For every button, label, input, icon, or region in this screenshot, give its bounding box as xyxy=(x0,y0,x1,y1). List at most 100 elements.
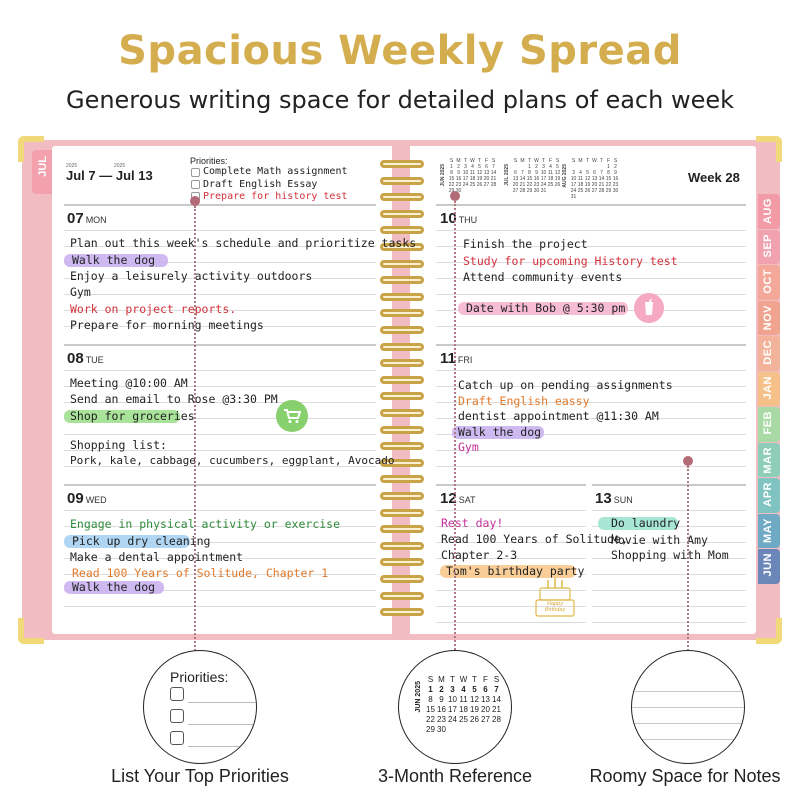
month-tab[interactable]: JAN xyxy=(758,371,780,406)
zoom-calendar-day: M xyxy=(438,675,445,684)
planner-entry: Finish the project xyxy=(463,237,588,251)
month-tab[interactable]: FEB xyxy=(758,407,780,442)
ruled-line xyxy=(436,278,746,279)
month-tab-label: SEP xyxy=(762,233,774,258)
mini-calendar-day: 7 xyxy=(492,164,495,170)
zoom-calendar-day: 26 xyxy=(470,715,479,724)
zoom-calendar-day: 28 xyxy=(492,715,501,724)
mini-calendar-day: 29 xyxy=(605,188,612,194)
day-number: 12 xyxy=(440,490,457,507)
ruled-line xyxy=(64,542,376,543)
mini-calendar-day: 16 xyxy=(533,176,540,182)
month-tab-jul[interactable]: JUL xyxy=(32,150,54,194)
zoom-calendar-day: 6 xyxy=(483,685,488,694)
planner-entry: Do laundry xyxy=(611,516,681,530)
day-of-week: WED xyxy=(85,495,107,505)
zoom-calendar-day: 23 xyxy=(437,715,446,724)
month-tab[interactable]: SEP xyxy=(758,229,780,264)
zoom-calendar-day: 5 xyxy=(472,685,477,694)
mini-calendar-day: 4 xyxy=(549,164,552,170)
ruled-line xyxy=(436,590,586,591)
zoom-calendar-day xyxy=(458,725,469,735)
ruled-line xyxy=(64,386,376,387)
month-tab-label: OCT xyxy=(762,269,774,294)
spiral-ring xyxy=(380,608,424,617)
mini-calendar-day: 24 xyxy=(462,182,469,188)
mini-calendar-day: 26 xyxy=(554,182,561,188)
planner-entry: Walk the dog xyxy=(458,425,542,439)
corner-protector xyxy=(756,618,782,644)
ruled-line xyxy=(436,510,586,511)
day-number: 09 xyxy=(67,490,84,507)
day-header: 07 MON xyxy=(67,210,107,228)
month-tabs: AUG SEP OCT NOV DEC JAN FEB MAR APR MAY … xyxy=(758,194,780,585)
mini-calendar-day: 19 xyxy=(584,182,591,188)
day-number: 10 xyxy=(440,210,457,227)
ruled-line xyxy=(436,450,746,451)
month-tab[interactable]: MAY xyxy=(758,513,780,548)
month-tab[interactable]: OCT xyxy=(758,265,780,300)
zoom-calendar-day: 4 xyxy=(461,685,466,694)
mini-calendar-day: 20 xyxy=(483,176,490,182)
mini-calendar-day: 6 xyxy=(485,164,488,170)
cake-text: Happy Birthday xyxy=(544,601,566,613)
month-tab[interactable]: APR xyxy=(758,478,780,513)
zoom-calendar-day: 30 xyxy=(437,725,446,734)
ruled-line xyxy=(436,434,746,435)
callout-line xyxy=(194,206,196,654)
mini-calendar-day: 8 xyxy=(528,170,531,176)
ruled-line xyxy=(64,574,376,575)
ruled-line xyxy=(64,230,376,231)
mini-calendar-day: S xyxy=(449,158,454,164)
month-tab[interactable]: MAR xyxy=(758,442,780,477)
mini-calendar-day: 8 xyxy=(607,170,610,176)
priority-checkbox[interactable] xyxy=(191,168,200,177)
ruled-line xyxy=(436,558,586,559)
planner-entry: Gym xyxy=(458,440,479,454)
mini-calendar-day: 20 xyxy=(591,182,598,188)
mini-calendar-day: 17 xyxy=(570,182,577,188)
month-tab-label: MAR xyxy=(762,446,774,474)
highlighter-mark xyxy=(64,410,180,423)
month-tab[interactable]: AUG xyxy=(758,194,780,229)
mini-calendar-day: 28 xyxy=(598,188,605,194)
mini-calendar-day: 28 xyxy=(519,188,526,194)
feature-caption: 3-Month Reference xyxy=(377,766,533,786)
highlighter-mark xyxy=(440,565,576,578)
planner-entry: Work on project reports. xyxy=(70,302,237,316)
priority-checkbox[interactable] xyxy=(191,180,200,189)
ruled-line xyxy=(436,246,746,247)
mini-calendar-day: 27 xyxy=(591,188,598,194)
drink-icon xyxy=(634,293,664,323)
month-tab[interactable]: DEC xyxy=(758,336,780,371)
zoom-calendar-day: 14 xyxy=(492,695,501,704)
day-separator xyxy=(436,344,746,346)
mini-calendar: JUN 2025 S M T W T F S 1 2 3 4 5 6 7 8 9 10 11 12 13 14 15 16 17… xyxy=(440,158,497,194)
mini-calendar-day: 9 xyxy=(457,170,460,176)
zoom-calendar-day: 18 xyxy=(459,705,468,714)
ruled-line xyxy=(436,526,586,527)
spiral-ring xyxy=(380,160,424,168)
zoom-calendar-day: T xyxy=(450,675,455,684)
month-tab-label: FEB xyxy=(762,411,774,435)
day-of-week: TUE xyxy=(85,355,104,365)
mini-calendar-day: M xyxy=(578,158,583,164)
month-tab[interactable]: NOV xyxy=(758,300,780,335)
ruled-line xyxy=(436,542,586,543)
mini-calendar-day: 5 xyxy=(478,164,481,170)
year-label: 2025 xyxy=(114,163,126,169)
mini-calendar-day: S xyxy=(513,158,518,164)
ruled-line xyxy=(436,230,746,231)
mini-calendar-day: F xyxy=(484,158,489,164)
day-header: 09 WED xyxy=(67,490,107,508)
mini-calendar-day: S xyxy=(613,158,618,164)
mini-calendar-day: T xyxy=(599,158,604,164)
mini-calendar-day: 2 xyxy=(614,164,617,170)
planner-entry: Engage in physical activity or exercise xyxy=(70,517,341,531)
mini-calendar-day: S xyxy=(491,158,496,164)
month-tab[interactable]: JUN xyxy=(758,549,780,584)
mini-calendar-day: 7 xyxy=(521,170,524,176)
mini-calendar-day: 4 xyxy=(471,164,474,170)
zoom-calendar-day: S xyxy=(427,675,434,684)
ruled-line xyxy=(64,262,376,263)
